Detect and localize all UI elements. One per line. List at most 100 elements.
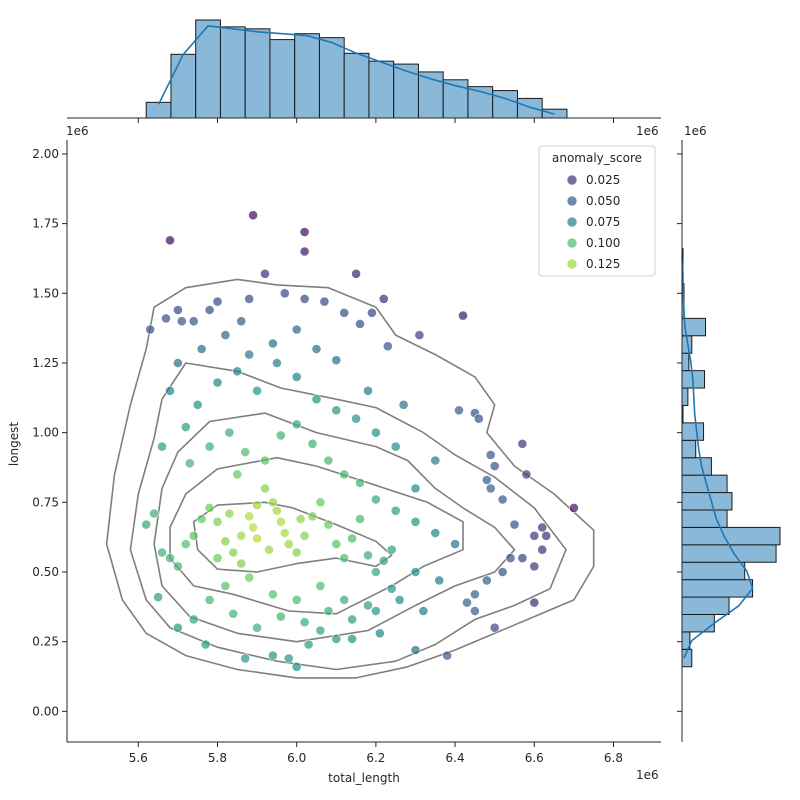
scatter-point bbox=[271, 505, 282, 516]
scatter-point bbox=[323, 519, 334, 530]
scatter-point bbox=[315, 581, 326, 591]
scatter-point bbox=[172, 305, 183, 315]
scatter-point bbox=[291, 547, 302, 558]
scatter-point bbox=[291, 324, 302, 335]
scatter-point bbox=[165, 235, 175, 246]
scatter-point bbox=[244, 293, 255, 304]
scatter-point bbox=[378, 555, 389, 566]
scatter-point bbox=[260, 455, 270, 466]
scatter-point bbox=[236, 530, 247, 541]
scatter-point bbox=[363, 600, 373, 611]
scatter-point bbox=[141, 519, 152, 530]
kde-contour-line bbox=[129, 362, 567, 671]
right-hist-bar bbox=[681, 492, 733, 511]
scatter-point bbox=[363, 550, 373, 561]
scatter-point bbox=[192, 399, 203, 410]
x-tick-label: 6.8 bbox=[604, 751, 623, 765]
scatter-point bbox=[410, 516, 421, 527]
scatter-point bbox=[279, 528, 290, 538]
top-hist-bar bbox=[492, 90, 518, 119]
scatter-point bbox=[252, 533, 262, 544]
scatter-point bbox=[331, 634, 342, 644]
scatter-point bbox=[224, 508, 235, 519]
scatter-point bbox=[204, 305, 215, 315]
right-hist-bar bbox=[681, 579, 754, 598]
x-tick-label: 6.4 bbox=[446, 751, 465, 765]
top-hist-bar bbox=[393, 63, 419, 119]
legend-marker bbox=[566, 195, 578, 207]
scatter-point bbox=[339, 469, 350, 480]
scatter-point bbox=[339, 595, 350, 605]
scatter-point bbox=[220, 536, 231, 547]
x-offset-label: 1e6 bbox=[636, 768, 659, 782]
scatter-point bbox=[307, 511, 318, 522]
scatter-point bbox=[180, 539, 191, 549]
scatter-point bbox=[366, 307, 377, 318]
scatter-point bbox=[517, 438, 528, 449]
scatter-point bbox=[299, 246, 310, 257]
scatter-point bbox=[204, 441, 215, 452]
scatter-point bbox=[489, 622, 500, 633]
scatter-point bbox=[386, 583, 397, 594]
scatter-point bbox=[299, 530, 310, 541]
scatter-point bbox=[430, 455, 441, 466]
scatter-point bbox=[331, 539, 342, 549]
scatter-point bbox=[204, 595, 215, 605]
scatter-point bbox=[184, 458, 195, 469]
scatter-point bbox=[172, 622, 183, 633]
legend-entry-label: 0.125 bbox=[586, 257, 620, 271]
scatter-point bbox=[212, 296, 223, 307]
scatter-point bbox=[489, 461, 500, 471]
scatter-point bbox=[347, 533, 357, 544]
right-hist-bar bbox=[681, 422, 705, 441]
scatter-point bbox=[355, 477, 365, 488]
x-tick-label: 6.2 bbox=[366, 751, 385, 765]
legend-marker bbox=[566, 174, 578, 186]
scatter-point bbox=[244, 572, 255, 583]
scatter-point bbox=[418, 606, 429, 616]
scatter-point bbox=[454, 405, 464, 416]
scatter-point bbox=[165, 385, 175, 396]
y-tick-label: 1.25 bbox=[32, 356, 59, 370]
scatter-point bbox=[382, 341, 393, 352]
scatter-point bbox=[275, 611, 286, 622]
x-tick-label: 6.6 bbox=[525, 751, 544, 765]
legend-marker bbox=[566, 258, 578, 270]
scatter-point bbox=[236, 316, 247, 327]
scatter-point bbox=[291, 371, 302, 382]
legend-entry-label: 0.025 bbox=[586, 173, 620, 187]
scatter-point bbox=[355, 318, 365, 329]
top-hist-bar bbox=[244, 28, 271, 119]
scatter-point bbox=[260, 268, 270, 279]
scatter-point bbox=[161, 313, 171, 324]
scatter-point bbox=[374, 628, 385, 639]
scatter-point bbox=[240, 447, 251, 457]
scatter-point bbox=[212, 377, 223, 388]
scatter-point bbox=[264, 544, 274, 555]
scatter-point bbox=[394, 595, 405, 605]
y-offset-label: 1e6 bbox=[684, 124, 707, 138]
kde-contour-line bbox=[192, 501, 393, 573]
x-axis-label: total_length bbox=[328, 771, 400, 785]
top-hist-bar bbox=[145, 101, 172, 119]
top-kde-line bbox=[157, 25, 555, 115]
scatter-point bbox=[351, 268, 361, 279]
right-hist-bar bbox=[681, 596, 730, 615]
top-hist-bar bbox=[294, 33, 320, 119]
scatter-point bbox=[517, 553, 528, 563]
right-hist-bar bbox=[681, 457, 712, 476]
top-hist-bar bbox=[269, 39, 296, 119]
scatter-point bbox=[458, 310, 468, 321]
legend-title: anomaly_score bbox=[552, 151, 642, 165]
scatter-point bbox=[212, 553, 223, 563]
scatter-point bbox=[267, 497, 278, 508]
scatter-point bbox=[497, 567, 508, 577]
scatter-point bbox=[283, 539, 294, 549]
y-tick-label: 2.00 bbox=[32, 147, 59, 161]
scatter-point bbox=[331, 355, 342, 366]
scatter-point bbox=[485, 449, 496, 460]
scatter-point bbox=[291, 419, 302, 430]
scatter-point bbox=[172, 358, 183, 368]
scatter-point bbox=[236, 558, 247, 569]
